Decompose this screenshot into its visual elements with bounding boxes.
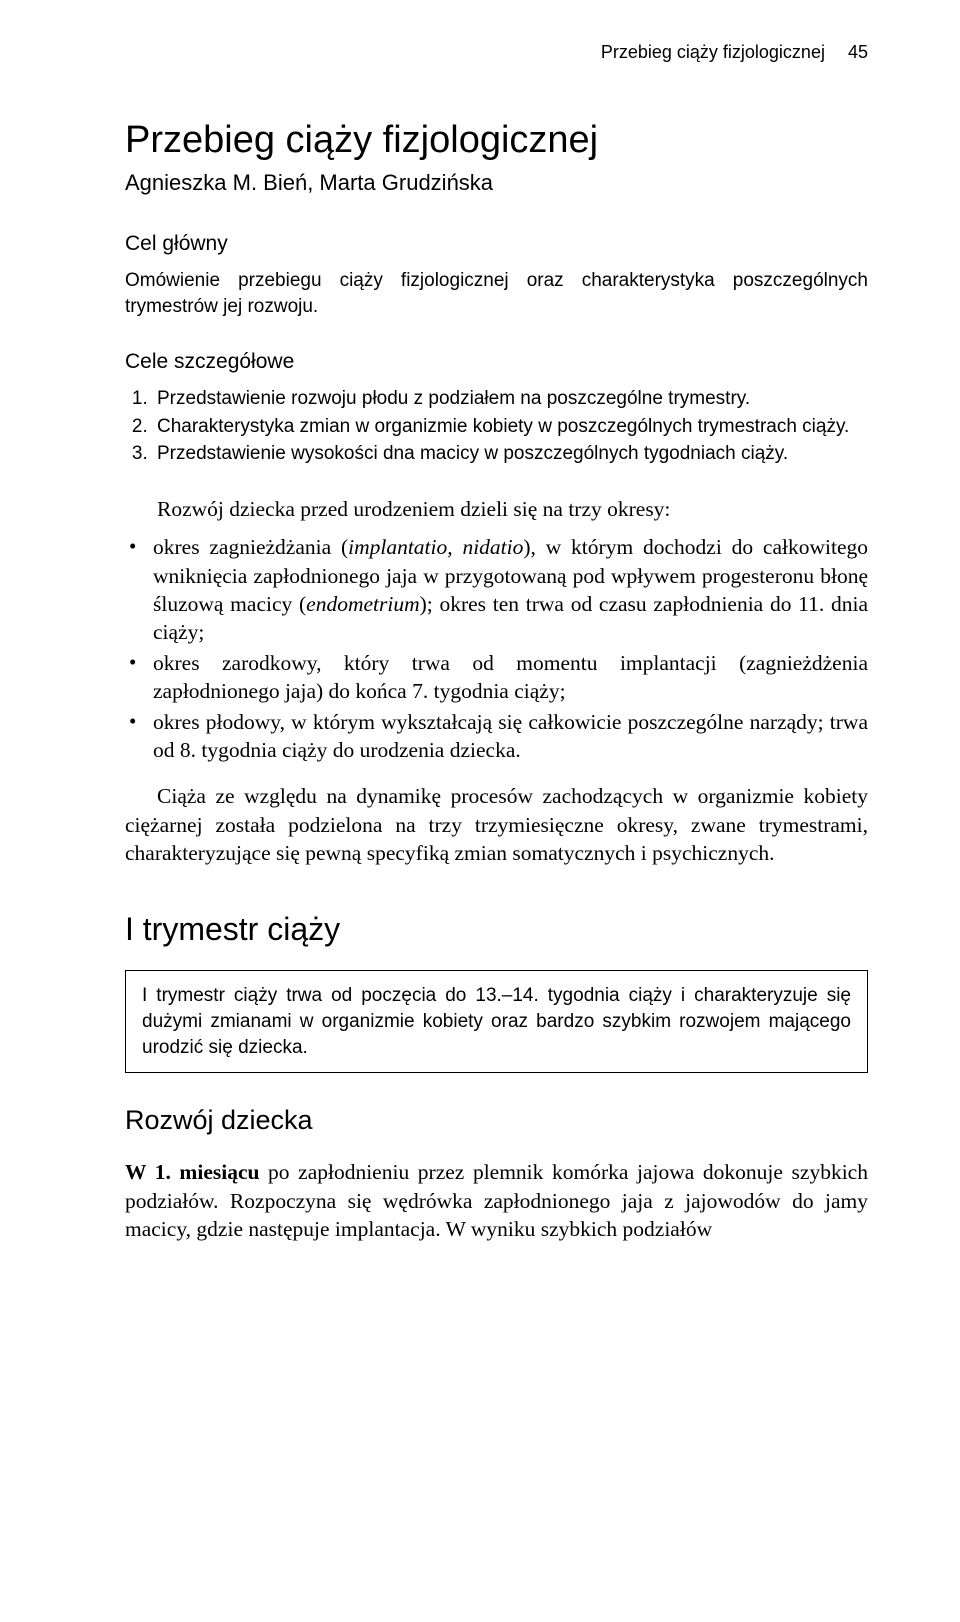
intro-line: Rozwój dziecka przed urodzeniem dzieli s…	[125, 495, 868, 523]
page: Przebieg ciąży fizjologicznej 45 Przebie…	[0, 0, 960, 1622]
development-paragraph: W 1. miesiącu po zapłodnieniu przez plem…	[125, 1158, 868, 1243]
main-goal-block: Cel główny Omówienie przebiegu ciąży fiz…	[125, 230, 868, 320]
section-heading-development: Rozwój dziecka	[125, 1105, 868, 1136]
section-heading-trimester1: I trymestr ciąży	[125, 911, 868, 948]
period-italic: implantatio, nidatio	[348, 535, 523, 559]
authors: Agnieszka M. Bień, Marta Grudzińska	[125, 170, 868, 196]
main-goal-text: Omówienie przebiegu ciąży fizjologicznej…	[125, 268, 868, 319]
highlight-box: I trymestr ciąży trwa od poczęcia do 13.…	[125, 970, 868, 1073]
specific-goals-list: Przedstawienie rozwoju płodu z podziałem…	[125, 386, 868, 467]
running-title: Przebieg ciąży fizjologicznej	[601, 42, 825, 62]
period-item: okres zagnieżdżania (implantatio, nidati…	[147, 533, 868, 647]
period-item: okres zarodkowy, który trwa od momentu i…	[147, 649, 868, 706]
main-goal-heading: Cel główny	[125, 230, 868, 258]
specific-goals-block: Cele szczegółowe Przedstawienie rozwoju …	[125, 348, 868, 467]
periods-list: okres zagnieżdżania (implantatio, nidati…	[125, 533, 868, 764]
goal-item: Przedstawienie wysokości dna macicy w po…	[153, 441, 868, 467]
bold-lead: W 1. miesiącu	[125, 1160, 259, 1184]
goal-item: Przedstawienie rozwoju płodu z podziałem…	[153, 386, 868, 412]
goal-item: Charakterystyka zmian w organizmie kobie…	[153, 414, 868, 440]
period-italic: endometrium	[306, 592, 419, 616]
page-number: 45	[848, 42, 868, 62]
period-text: okres zagnieżdżania (	[153, 535, 348, 559]
period-item: okres płodowy, w którym wykształcają się…	[147, 708, 868, 765]
running-header: Przebieg ciąży fizjologicznej 45	[125, 42, 868, 63]
trimester-paragraph: Ciąża ze względu na dynamikę procesów za…	[125, 782, 868, 867]
specific-goals-heading: Cele szczegółowe	[125, 348, 868, 376]
chapter-title: Przebieg ciąży fizjologicznej	[125, 119, 868, 162]
